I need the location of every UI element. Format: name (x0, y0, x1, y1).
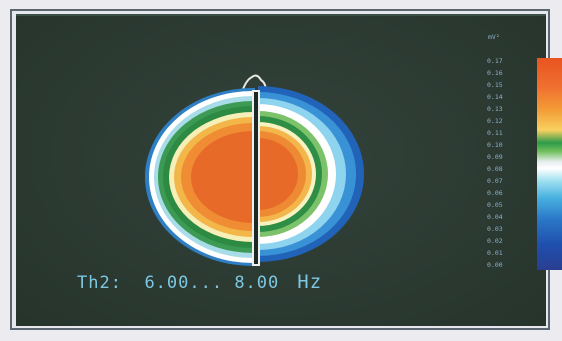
frequency-range: 6.00... 8.00 (144, 273, 280, 293)
scale-label: 0.12 (487, 117, 503, 125)
scale-label: 0.09 (487, 153, 503, 161)
scale-label: 0.10 (487, 141, 503, 149)
scale-label: 0.08 (487, 165, 503, 173)
scale-label: 0.13 (487, 105, 503, 113)
left-hemisphere (145, 88, 255, 266)
scale-label: 0.15 (487, 81, 503, 89)
channel-label: Th2: (77, 273, 122, 293)
scale-label: 0.06 (487, 189, 503, 197)
frequency-unit: Hz (297, 271, 323, 293)
scale-label: 0.01 (487, 249, 503, 257)
right-hemisphere (258, 86, 364, 262)
scale-label: 0.17 (487, 57, 503, 65)
color-scale-bar (537, 58, 562, 270)
scale-label: 0.00 (487, 261, 503, 269)
monitor-screen (16, 14, 546, 326)
scale-label: 0.07 (487, 177, 503, 185)
scale-label: 0.05 (487, 201, 503, 209)
scale-label: 0.16 (487, 69, 503, 77)
scale-unit: mV² (488, 33, 500, 41)
scale-label: 0.03 (487, 225, 503, 233)
scale-label: 0.04 (487, 213, 503, 221)
nose-marker (241, 74, 267, 93)
scale-label: 0.14 (487, 93, 503, 101)
frequency-caption: Th2: 6.00... 8.00 Hz (77, 271, 322, 293)
scale-label: 0.11 (487, 129, 503, 137)
scale-label: 0.02 (487, 237, 503, 245)
